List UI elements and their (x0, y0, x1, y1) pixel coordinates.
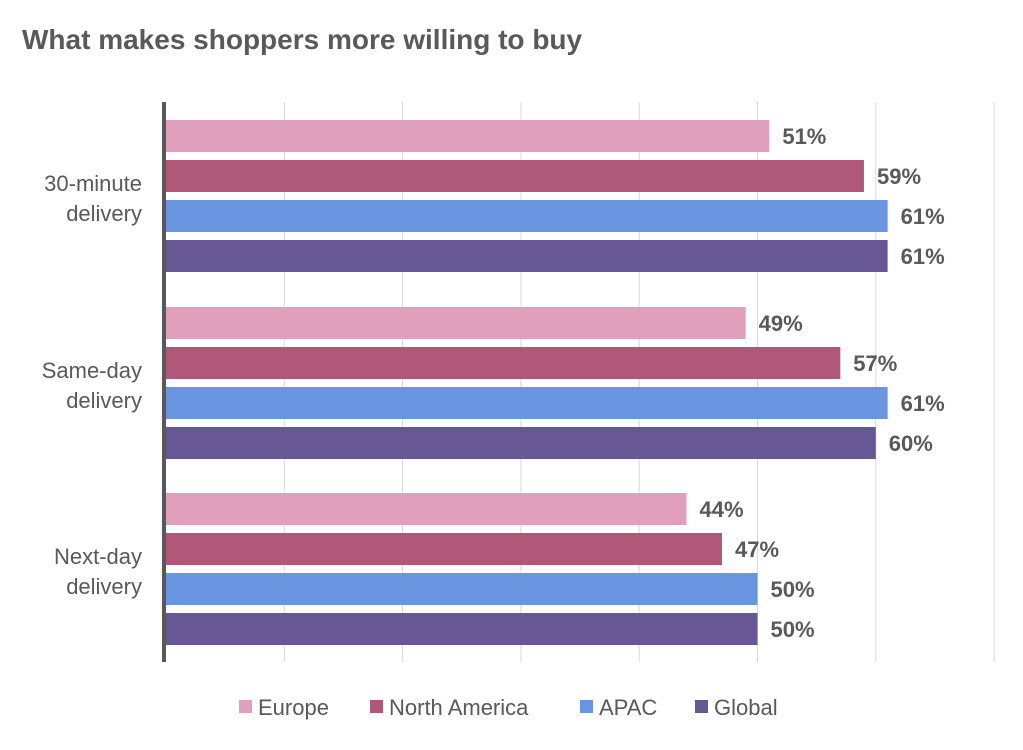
bar (166, 533, 723, 565)
bar (166, 307, 746, 339)
legend-swatch (239, 700, 252, 713)
bar (166, 347, 841, 379)
data-labels: 51% 49% 44% 59% 57% 47% 61% 61% 50% 61% 60% 50% (700, 124, 945, 642)
legend-swatch (370, 700, 383, 713)
bars (162, 102, 888, 662)
legend-label: Europe (258, 695, 329, 720)
data-label: 47% (735, 537, 779, 562)
legend-label: North America (389, 695, 529, 720)
data-label: 44% (700, 497, 744, 522)
data-label: 49% (759, 311, 803, 336)
bar (166, 160, 864, 192)
data-label: 59% (877, 164, 921, 189)
chart-title: What makes shoppers more willing to buy (22, 24, 583, 55)
data-label: 61% (901, 204, 945, 229)
category-label: 30-minute delivery (44, 171, 142, 226)
legend-swatch (580, 700, 593, 713)
category-label: Next-day delivery (54, 544, 142, 599)
bar (166, 427, 876, 459)
bar (166, 240, 888, 272)
data-label: 50% (771, 577, 815, 602)
bar (166, 493, 687, 525)
category-labels: 30-minute delivery Same-day delivery Next-da… (42, 171, 142, 599)
data-label: 51% (782, 124, 826, 149)
legend-swatch (695, 700, 708, 713)
bar (166, 120, 770, 152)
legend: Europe North America APAC Global (239, 695, 778, 720)
data-label: 61% (901, 244, 945, 269)
bar (166, 387, 888, 419)
data-label: 50% (771, 617, 815, 642)
legend-label: APAC (599, 695, 657, 720)
data-label: 57% (853, 351, 897, 376)
data-label: 60% (889, 431, 933, 456)
data-label: 61% (901, 391, 945, 416)
bar (166, 200, 888, 232)
category-label: Same-day delivery (42, 358, 142, 413)
bar (166, 613, 758, 645)
grid-lines (283, 102, 995, 662)
legend-label: Global (714, 695, 778, 720)
bar (166, 573, 758, 605)
